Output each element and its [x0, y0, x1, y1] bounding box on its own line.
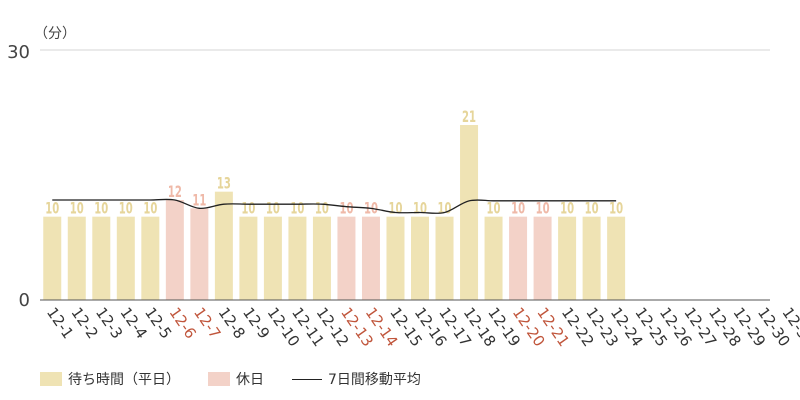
y-tick-label-zero: 0 [19, 290, 30, 311]
bar-12-22 [558, 216, 577, 300]
bar-value-label-12-18: 21 [462, 107, 476, 126]
bar-value-label-12-8: 13 [217, 174, 231, 193]
bar-12-18 [460, 125, 479, 300]
x-tick-label-12-7: 12-7 [190, 304, 224, 342]
legend-swatch-weekday [40, 372, 62, 386]
bar-value-label-12-22: 10 [560, 199, 574, 218]
bar-value-label-12-20: 10 [511, 199, 525, 218]
bar-value-label-12-17: 10 [438, 199, 452, 218]
bar-value-label-12-1: 10 [45, 199, 59, 218]
bar-value-label-12-9: 10 [241, 199, 255, 218]
bar-value-label-12-7: 11 [192, 190, 206, 209]
bar-12-20 [509, 216, 528, 300]
bar-value-label-12-3: 10 [94, 199, 108, 218]
bar-value-label-12-23: 10 [585, 199, 599, 218]
legend-label-weekday: 待ち時間（平日） [68, 372, 180, 388]
bar-12-19 [484, 216, 503, 300]
bar-value-label-12-16: 10 [413, 199, 427, 218]
value-labels-group: 10 10 10 10 10 12 11 13 10 10 10 10 10 10 10 10 10 21 10 10… [45, 107, 623, 218]
x-tick-label-12-9: 12-9 [239, 304, 273, 342]
bar-12-11 [288, 216, 307, 300]
bar-12-2 [67, 216, 86, 300]
bar-12-7 [190, 208, 209, 300]
bar-12-5 [141, 216, 160, 300]
bar-12-9 [239, 216, 258, 300]
bar-12-24 [607, 216, 626, 300]
moving-average-line [52, 198, 617, 215]
bar-12-14 [361, 216, 380, 300]
x-tick-label-12-5: 12-5 [141, 304, 175, 342]
bar-12-15 [386, 216, 405, 300]
bar-value-label-12-11: 10 [290, 199, 304, 218]
bar-12-17 [435, 216, 454, 300]
legend: 待ち時間（平日） 休日 7日間移動平均 [40, 368, 449, 390]
bar-value-label-12-19: 10 [487, 199, 501, 218]
legend-label-holiday: 休日 [236, 372, 264, 388]
legend-swatch-line [292, 378, 322, 380]
bar-value-label-12-24: 10 [609, 199, 623, 218]
x-tick-label-12-3: 12-3 [92, 304, 126, 342]
bar-12-1 [43, 216, 62, 300]
bar-value-label-12-10: 10 [266, 199, 280, 218]
bar-12-6 [165, 200, 184, 300]
bar-12-8 [214, 191, 233, 300]
bar-value-label-12-15: 10 [388, 199, 402, 218]
bar-value-label-12-13: 10 [339, 199, 353, 218]
bar-12-16 [411, 216, 429, 300]
bars-group [43, 125, 626, 300]
legend-swatch-holiday [208, 372, 230, 386]
bar-value-label-12-6: 12 [168, 182, 182, 201]
x-tick-label-12-4: 12-4 [117, 304, 151, 342]
bar-value-label-12-2: 10 [70, 199, 84, 218]
y-tick-label-top: 30 [7, 42, 30, 63]
bar-12-21 [533, 216, 552, 300]
bar-12-13 [337, 216, 356, 300]
bar-12-12 [312, 216, 331, 300]
bar-value-label-12-4: 10 [119, 199, 133, 218]
legend-item-moving-average: 7日間移動平均 [292, 369, 421, 389]
y-unit-label: （分） [34, 26, 76, 42]
x-tick-label-12-1: 12-1 [43, 304, 77, 342]
x-tick-labels-group: 12-112-212-312-412-512-612-712-812-912-1… [43, 304, 800, 350]
legend-item-holiday: 休日 [208, 369, 264, 389]
bar-12-10 [263, 216, 282, 300]
bar-value-label-12-12: 10 [315, 199, 329, 218]
legend-item-weekday: 待ち時間（平日） [40, 369, 180, 389]
bar-12-4 [116, 216, 135, 300]
x-tick-label-12-6: 12-6 [166, 304, 200, 342]
bar-12-3 [92, 216, 111, 300]
x-tick-label-12-2: 12-2 [67, 304, 101, 342]
bar-12-23 [582, 216, 601, 300]
bar-value-label-12-5: 10 [143, 199, 157, 218]
legend-label-moving-average: 7日間移動平均 [328, 372, 421, 388]
bar-value-label-12-21: 10 [536, 199, 550, 218]
x-tick-label-12-8: 12-8 [215, 304, 249, 342]
